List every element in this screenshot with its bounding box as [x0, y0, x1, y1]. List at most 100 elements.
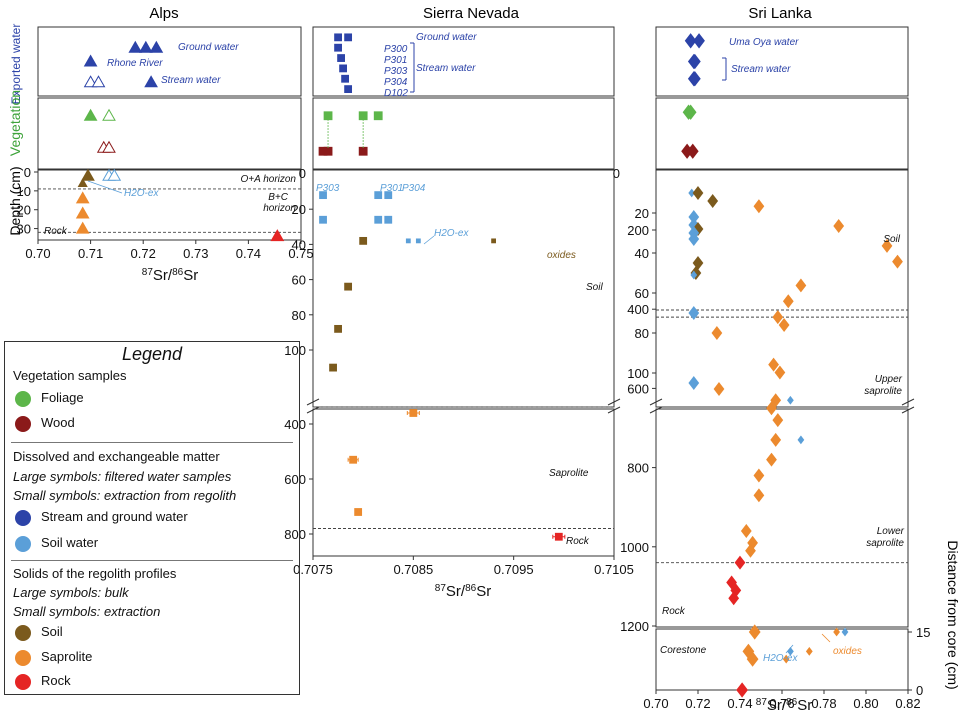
sn-rock-label: Rock: [566, 536, 590, 547]
sn-profile-point: [359, 236, 368, 245]
sl-h2o-label: H2O-ex: [763, 653, 798, 664]
sl-profile-point: [795, 278, 807, 293]
sl-upper-label-1: Upper: [875, 374, 903, 385]
xlabel-sr2: Sr: [476, 583, 491, 600]
sl-profile-point: [753, 488, 765, 503]
sn-veg-point: [358, 111, 368, 121]
alps-title: Alps: [149, 5, 178, 22]
sn-water-point: [334, 33, 342, 42]
alps-ytick-label: 30: [17, 222, 31, 237]
sn-d102-label: D102: [384, 88, 408, 99]
alps-profile-point: [75, 221, 90, 234]
sl-ytick-label: 40: [635, 246, 649, 261]
alps-veg-point: [102, 108, 116, 121]
sn-xlabel: 87Sr/86Sr: [435, 583, 491, 601]
sl-profile-point: [713, 382, 725, 396]
sn-profile-point: [334, 324, 342, 333]
legend-dissolved-header: Dissolved and exchangeable matter: [13, 449, 220, 464]
sn-axis-break: [607, 398, 621, 406]
alps-rhone-label: Rhone River: [107, 58, 163, 69]
sn-profile-point: [344, 282, 353, 291]
sl-ytick-label: 200: [627, 223, 649, 238]
sl-h2o-leader: [785, 644, 794, 654]
alps-bc-label-1: B+C: [268, 192, 289, 203]
sn-saprolite-label: Saprolite: [549, 468, 589, 479]
sn-soil-label: Soil: [586, 282, 603, 293]
sn-ytick-label: 100: [284, 343, 306, 358]
alps-depth-frame: [37, 169, 302, 241]
sl-veg-frame: [655, 97, 909, 170]
sl-water-point: [688, 71, 701, 87]
sn-veg-frame: [312, 97, 615, 170]
legend-soil-water-label: Soil water: [41, 535, 99, 550]
sl-x-tick-label: 0.74: [727, 696, 752, 710]
legend-small-extraction: Small symbols: extraction from regolith: [13, 488, 237, 503]
sn-profile-point: [329, 363, 337, 372]
legend-item-soil: Soil: [13, 624, 63, 641]
alps-profile-point: [75, 206, 90, 219]
sn-h2o-leader: [423, 235, 435, 245]
sn-h2o-label: H2O-ex: [434, 228, 469, 239]
marks-layer: [75, 33, 903, 698]
sn-water-point: [337, 54, 345, 62]
sl-profile-point: [782, 294, 794, 309]
sn-profile-point: [374, 191, 383, 200]
sl-corestone-point: [748, 624, 761, 640]
sl-profile-point: [778, 318, 790, 333]
sl-profile-point: [772, 310, 784, 325]
xlabel-sr2: Sr: [183, 267, 198, 284]
sl-veg-point: [686, 143, 699, 159]
alps-ytick-label: 0: [24, 165, 31, 180]
legend-veg-header: Vegetation samples: [13, 368, 127, 383]
alps-water-point: [83, 54, 98, 67]
sl-profile-point: [740, 523, 752, 538]
legend-item-soil-water: Soil water: [13, 535, 98, 552]
sl-profile-point: [772, 413, 784, 428]
alps-ytick-label: 20: [17, 203, 31, 218]
row-label-exported-water: Exported water: [9, 24, 23, 105]
alps-veg-frame: [37, 97, 302, 170]
legend-solids-header: Solids of the regolith profiles: [13, 566, 177, 581]
sn-profile-point: [384, 191, 393, 200]
alps-profile-point: [75, 191, 90, 204]
legend-item-foliage: Foliage: [13, 390, 84, 407]
sl-axis-break: [649, 398, 663, 406]
alps-x-tick-label: 0.74: [236, 246, 261, 261]
sl-oxides-leader: [821, 633, 831, 643]
legend-item-rock: Rock: [13, 673, 71, 690]
sn-water-point: [344, 33, 353, 42]
sn-water-frame: [312, 26, 615, 97]
sn-water-point: [334, 43, 342, 52]
alps-profile-point: [77, 178, 88, 187]
xlabel-sr: Sr/: [153, 267, 173, 284]
sn-profile-point: [374, 215, 383, 224]
sn-profile-point: [554, 532, 563, 541]
sl-upper-frame: [655, 169, 909, 408]
sl-corestone-point: [782, 654, 790, 664]
sn-p303-profile-label: P303: [316, 183, 340, 194]
sl-ytick-label: 80: [635, 326, 649, 341]
alps-profile-point: [107, 168, 122, 181]
sn-ytick-label: 80: [292, 308, 306, 323]
alps-x-tick-label: 0.72: [131, 246, 156, 261]
alps-profile-point: [270, 229, 285, 242]
sl-corestone-point: [805, 646, 813, 656]
row-label-vegetation: Vegetation: [7, 90, 23, 156]
xlabel-sup-87: 87: [142, 267, 154, 278]
xlabel-sup-86: 86: [172, 267, 184, 278]
sl-profile-point: [690, 270, 698, 280]
sl-profile-point: [753, 468, 765, 483]
sn-profile-point: [384, 215, 393, 224]
sl-corestone-point: [746, 651, 759, 667]
sn-profile-point: [405, 238, 411, 244]
sn-profile-point: [319, 215, 327, 224]
sl-profile-point: [688, 232, 700, 246]
sl-ytick-label: 800: [627, 461, 649, 476]
sl-right-tick-label: 0: [916, 683, 923, 698]
sn-p301-profile-label: P301: [380, 183, 403, 194]
alps-water-point: [128, 40, 143, 53]
sl-profile-point: [734, 555, 746, 570]
sn-water-point: [344, 85, 353, 93]
sl-ytick-label: 100: [627, 366, 649, 381]
